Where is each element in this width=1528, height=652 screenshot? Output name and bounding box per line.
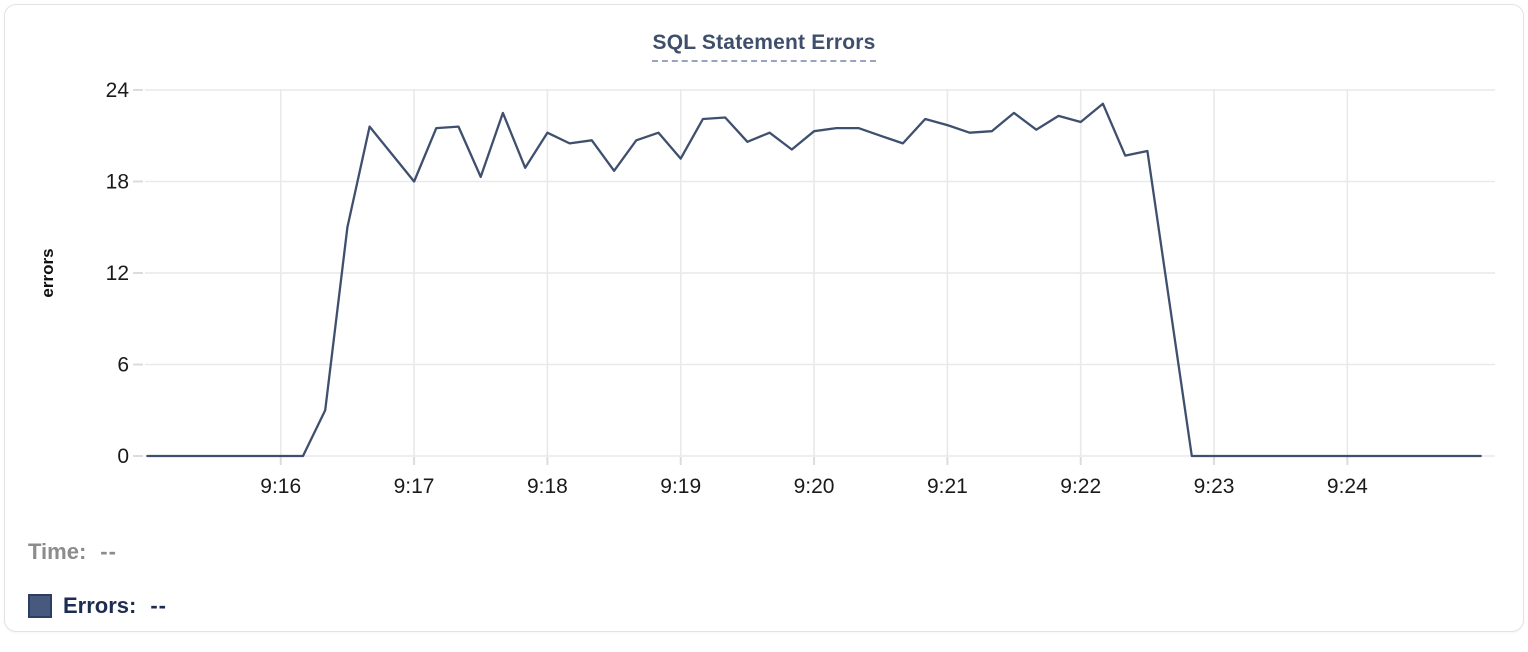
- x-tick-label: 9:18: [527, 475, 568, 498]
- x-tick-label: 9:23: [1194, 475, 1235, 498]
- x-tick-label: 9:20: [794, 475, 835, 498]
- chart-title-wrap: SQL Statement Errors: [5, 31, 1523, 62]
- sql-errors-line-chart[interactable]: 0 6 12 18 24 9:16 9:17 9:18 9:19 9:20 9:21 9:22 9:23…: [5, 5, 1528, 517]
- x-tick-label: 9:16: [260, 475, 301, 498]
- time-readout-label: Time:: [28, 539, 87, 564]
- errors-readout-label: Errors:: [63, 593, 137, 618]
- y-tick-label: 0: [117, 445, 129, 468]
- x-tick-label: 9:22: [1060, 475, 1101, 498]
- y-tick-label: 18: [106, 171, 129, 194]
- time-readout-value: --: [100, 539, 117, 564]
- legend-errors-series: Errors: --: [28, 591, 167, 621]
- hover-readout-time: Time: --: [28, 538, 117, 566]
- y-tick-label: 24: [106, 79, 130, 102]
- chart-title[interactable]: SQL Statement Errors: [652, 31, 876, 62]
- y-tick-label: 12: [106, 262, 129, 285]
- errors-series-line: [146, 102, 1482, 458]
- y-axis-title: errors: [38, 248, 57, 297]
- x-tick-label: 9:24: [1327, 475, 1368, 498]
- chart-card: SQL Statement Errors 0 6 12 18 24 9:16 9:17 9:1…: [4, 4, 1524, 632]
- y-tick-label: 6: [117, 354, 129, 377]
- x-tick-label: 9:21: [927, 475, 968, 498]
- x-tick-label: 9:17: [394, 475, 435, 498]
- x-tick-label: 9:19: [660, 475, 701, 498]
- errors-readout-value: --: [150, 593, 168, 618]
- errors-series-swatch: [28, 594, 52, 618]
